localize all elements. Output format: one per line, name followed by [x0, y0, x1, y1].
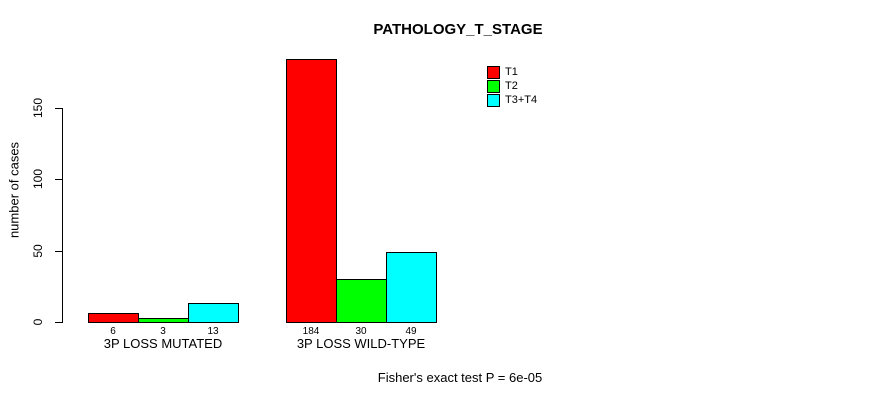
legend-swatch-t3-t4 — [487, 93, 500, 107]
y-tick-label: 0 — [31, 318, 45, 326]
legend-item-t3-t4: T3+T4 — [487, 93, 537, 107]
bar-value-label: 13 — [207, 326, 219, 337]
bar-t1-3p-loss-wild-type — [286, 59, 337, 323]
y-axis-label: number of cases — [6, 141, 22, 239]
bar-t2-3p-loss-mutated — [138, 318, 189, 323]
y-tick-label: 50 — [31, 244, 45, 258]
bar-t2-3p-loss-wild-type — [336, 279, 387, 323]
bar-value-label: 3 — [160, 326, 166, 337]
annotation-text: Fisher's exact test P = 6e-05 — [377, 370, 543, 385]
legend-label-t3-t4: T3+T4 — [505, 94, 538, 106]
y-tick — [55, 251, 62, 252]
legend: T1 T2 T3+T4 — [487, 65, 537, 107]
legend-swatch-t1 — [487, 65, 500, 79]
bar-value-label: 6 — [110, 326, 116, 337]
bar-t3-t4-3p-loss-mutated — [188, 303, 239, 323]
category-label-3p-loss-mutated: 3P LOSS MUTATED — [103, 336, 223, 351]
y-tick-label: 150 — [31, 97, 45, 119]
bar-value-label: 184 — [302, 326, 320, 337]
category-label-3p-loss-wild-type: 3P LOSS WILD-TYPE — [296, 336, 426, 351]
y-tick — [55, 108, 62, 109]
bar-value-label: 49 — [405, 326, 417, 337]
y-axis-line — [62, 108, 63, 323]
legend-label-t2: T2 — [505, 80, 518, 92]
legend-swatch-t2 — [487, 79, 500, 93]
y-tick-label: 100 — [31, 168, 45, 190]
bar-t1-3p-loss-mutated — [88, 313, 139, 323]
legend-item-t2: T2 — [487, 79, 537, 93]
chart-title: PATHOLOGY_T_STAGE — [373, 21, 543, 38]
legend-label-t1: T1 — [505, 66, 518, 78]
bar-value-label: 30 — [355, 326, 367, 337]
bar-t3-t4-3p-loss-wild-type — [386, 252, 437, 323]
y-tick — [55, 322, 62, 323]
legend-item-t1: T1 — [487, 65, 537, 79]
y-tick — [55, 179, 62, 180]
